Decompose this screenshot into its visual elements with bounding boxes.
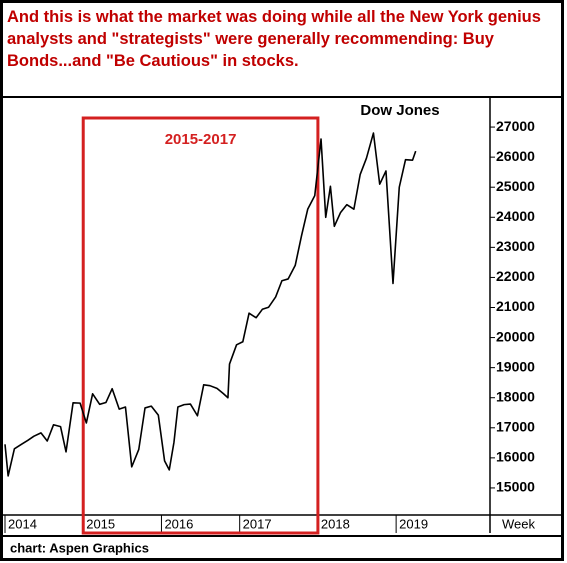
- y-tick-label: 21000: [496, 298, 535, 314]
- y-tick-label: 25000: [496, 178, 535, 194]
- x-axis-label: Week: [502, 516, 535, 531]
- y-tick-label: 17000: [496, 418, 535, 434]
- y-tick-label: 23000: [496, 238, 535, 254]
- y-tick-label: 26000: [496, 148, 535, 164]
- x-tick-label: 2015: [86, 516, 115, 531]
- y-tick-label: 22000: [496, 268, 535, 284]
- x-tick-label: 2017: [243, 516, 272, 531]
- y-tick-label: 24000: [496, 208, 535, 224]
- x-tick-label: 2014: [8, 516, 37, 531]
- series-label: Dow Jones: [360, 102, 439, 119]
- y-tick-label: 16000: [496, 449, 535, 465]
- chart-title: And this is what the market was doing wh…: [7, 8, 541, 70]
- source: chart: Aspen Graphics: [10, 540, 149, 555]
- y-tick-label: 15000: [496, 479, 535, 495]
- annotation: 2015-2017: [165, 131, 237, 148]
- highlight-box: [81, 116, 320, 535]
- x-tick-label: 2016: [164, 516, 193, 531]
- y-tick-label: 19000: [496, 358, 535, 374]
- x-tick-label: 2019: [399, 516, 428, 531]
- price-line: [4, 132, 417, 477]
- y-tick-label: 18000: [496, 388, 535, 404]
- y-tick-label: 20000: [496, 328, 535, 344]
- x-tick-label: 2018: [321, 516, 350, 531]
- y-tick-label: 27000: [496, 118, 535, 134]
